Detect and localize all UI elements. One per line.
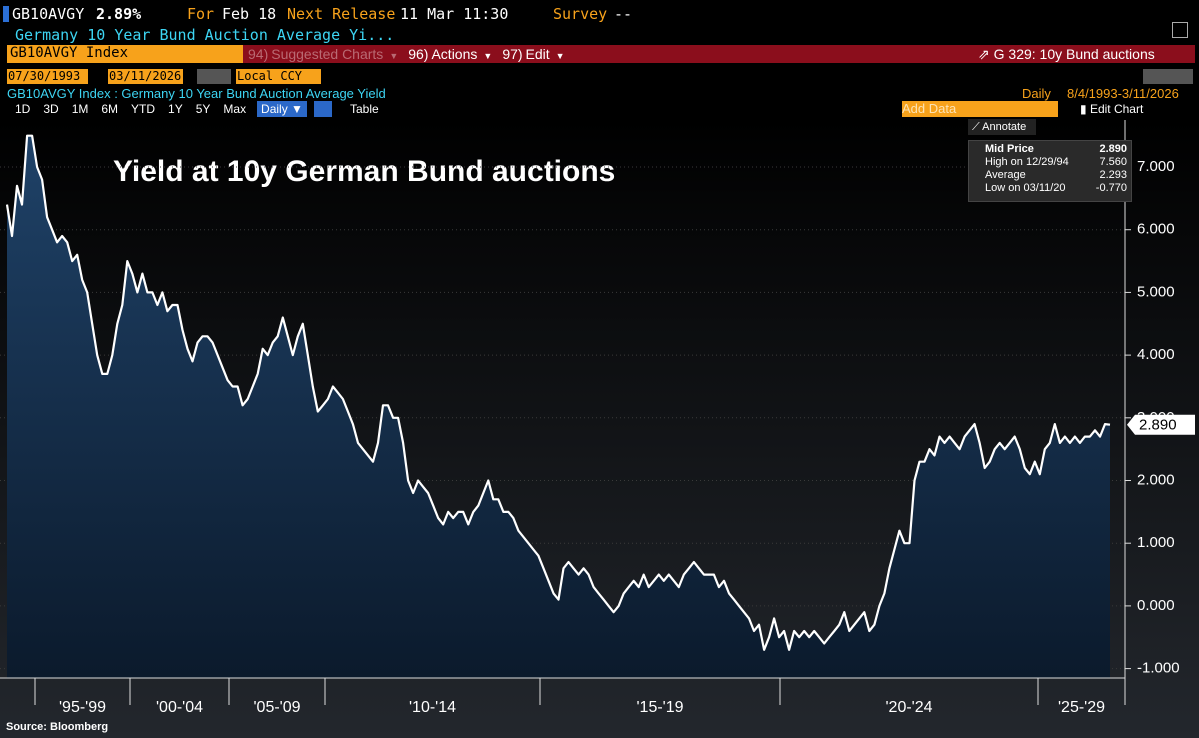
menu-caret: ▼ xyxy=(389,51,399,61)
edit-chart-text: Edit Chart xyxy=(1089,102,1144,116)
chart-title: Yield at 10y German Bund auctions xyxy=(113,155,615,188)
start-date[interactable]: 07/30/1993 xyxy=(7,69,88,84)
x-period-label: '10-'14 xyxy=(409,699,456,716)
y-tick-label: 5.000 xyxy=(1137,283,1175,300)
period-button[interactable]: 6M xyxy=(101,102,119,116)
menu-item[interactable]: 94) Suggested Charts ▼ xyxy=(248,45,398,63)
period-button[interactable]: Max xyxy=(223,102,247,116)
security-field[interactable]: GB10AVGY Index xyxy=(7,45,243,63)
legend-value: 2.293 xyxy=(1099,169,1127,181)
frequency-button[interactable]: Daily ▼ xyxy=(257,101,307,117)
last-value-marker xyxy=(1127,414,1195,435)
edit-chart-button[interactable]: ▮ Edit Chart xyxy=(1080,102,1144,116)
chart-id[interactable]: ⇗ G 329: 10y Bund auctions xyxy=(978,46,1155,62)
menu-num: 94) xyxy=(248,46,269,62)
undo-buttons[interactable] xyxy=(1143,69,1193,84)
legend-entry: Mid Price 2.890 xyxy=(975,143,1127,156)
expand-icon[interactable] xyxy=(1172,22,1188,38)
area xyxy=(7,135,1110,678)
menu-caret: ▼ xyxy=(555,51,565,61)
legend-label: Average xyxy=(985,169,1026,181)
period-button[interactable]: 5Y xyxy=(195,102,211,116)
period-button[interactable]: YTD xyxy=(131,102,156,116)
x-period-label: '20-'24 xyxy=(885,699,932,716)
table-button[interactable]: Table xyxy=(350,102,379,116)
source: Source: Bloomberg xyxy=(6,721,109,733)
y-tick-label: 7.000 xyxy=(1137,158,1175,175)
chart-id-text: G 329: 10y Bund auctions xyxy=(993,46,1155,62)
menu-bar xyxy=(243,45,1195,63)
menu-caret: ▼ xyxy=(483,51,493,61)
menu-item[interactable]: 97) Edit ▼ xyxy=(502,45,564,63)
description: Germany 10 Year Bund Auction Average Yi.… xyxy=(15,26,395,44)
x-period-label: '25-'29 xyxy=(1058,699,1105,716)
period-button[interactable]: 1M xyxy=(71,102,89,116)
annotate-text: Annotate xyxy=(982,121,1027,133)
survey-label: Survey xyxy=(553,5,608,23)
x-period-label: '05-'09 xyxy=(253,699,300,716)
x-period-label: '95-'99 xyxy=(59,699,106,716)
y-tick-label: 2.000 xyxy=(1137,471,1175,488)
currency[interactable]: Local CCY xyxy=(236,69,321,84)
last-value-label: 2.890 xyxy=(1139,417,1177,434)
legend-value: 7.560 xyxy=(1099,156,1127,168)
legend-entry: Low on 03/11/20 -0.770 xyxy=(975,182,1127,195)
legend-value: -0.770 xyxy=(1095,182,1127,194)
menu-num: 96) xyxy=(408,46,429,62)
next-date: 11 Mar 11:30 xyxy=(400,5,509,23)
menu-label: Actions xyxy=(431,46,478,62)
chart-type-button[interactable] xyxy=(314,101,332,117)
legend-entry: High on 12/29/94 7.560 xyxy=(975,156,1127,169)
nav-buttons[interactable] xyxy=(197,69,231,84)
next-label: Next Release xyxy=(287,5,396,23)
period-button[interactable]: 1D xyxy=(15,102,31,116)
menu-label: Edit xyxy=(525,46,550,62)
frequency: Daily xyxy=(1022,86,1051,101)
period-button[interactable]: 3D xyxy=(43,102,59,116)
menu-num: 97) xyxy=(502,46,523,62)
series-desc: GB10AVGY Index : Germany 10 Year Bund Au… xyxy=(7,86,386,101)
menu-item[interactable]: 96) Actions ▼ xyxy=(408,45,492,63)
for-date: Feb 18 xyxy=(222,5,277,23)
x-period-label: '15-'19 xyxy=(636,699,683,716)
add-data-field[interactable]: Add Data xyxy=(902,101,1058,117)
x-period-label: '00-'04 xyxy=(156,699,203,716)
legend-box xyxy=(968,140,1132,202)
y-tick-label: 4.000 xyxy=(1137,346,1175,363)
annotate-button[interactable]: ⟋ Annotate xyxy=(968,119,1036,135)
ticker: GB10AVGY xyxy=(12,5,85,23)
legend-value: 2.890 xyxy=(1099,143,1127,155)
end-date[interactable]: 03/11/2026 xyxy=(108,69,183,84)
y-tick-label: 1.000 xyxy=(1137,534,1175,551)
last-value: 2.89% xyxy=(96,5,142,23)
y-tick-label: 6.000 xyxy=(1137,221,1175,238)
y-tick-label: 0.000 xyxy=(1137,597,1175,614)
ticker-marker xyxy=(3,6,9,22)
legend-entry: Average 2.293 xyxy=(975,169,1127,182)
line xyxy=(5,134,1111,651)
y-tick-label: -1.000 xyxy=(1137,660,1180,677)
period-button[interactable]: 1Y xyxy=(168,102,183,116)
legend-label: Mid Price xyxy=(985,143,1034,155)
range: 8/4/1993-3/11/2026 xyxy=(1067,86,1179,101)
survey-value: -- xyxy=(614,5,633,23)
legend-label: High on 12/29/94 xyxy=(985,156,1069,168)
menu-label: Suggested Charts xyxy=(271,46,384,62)
legend-label: Low on 03/11/20 xyxy=(985,182,1066,194)
for-label: For xyxy=(187,5,215,23)
